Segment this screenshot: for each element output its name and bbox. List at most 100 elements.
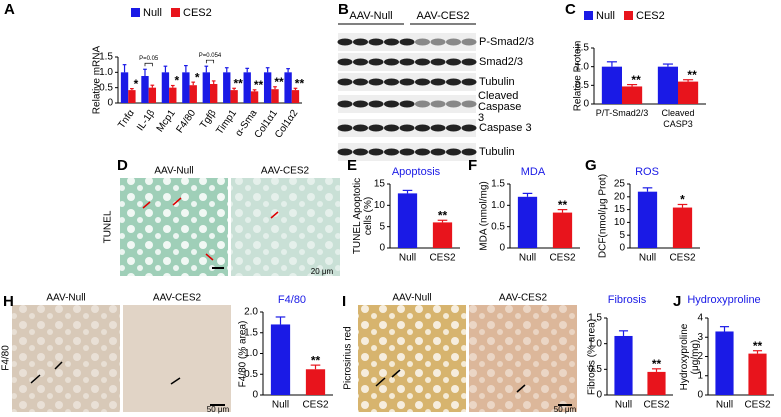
- bar: [284, 72, 292, 103]
- y-tick-label: 0: [619, 243, 625, 254]
- blot-band: [446, 124, 461, 132]
- blot-band: [384, 78, 399, 86]
- y-axis-label: F4/80 (% area): [237, 320, 249, 387]
- image-group-label: AAV-Null: [392, 293, 431, 304]
- x-tick-label: Mcp1: [155, 108, 178, 135]
- y-tick-label: 0: [107, 98, 113, 109]
- stain-label: Picrosirius red: [343, 326, 354, 389]
- blot-band: [446, 148, 461, 156]
- y-tick-label: 2.0: [244, 307, 258, 318]
- blot-label: P-Smad2/3: [479, 36, 534, 48]
- y-tick-label: 0.5: [575, 80, 589, 91]
- panel-letter: G: [585, 157, 597, 174]
- blot-band: [353, 78, 368, 86]
- x-tick-label: Null: [716, 400, 733, 411]
- y-tick-label: 0: [379, 243, 385, 254]
- blot-group: AAV-Null: [349, 10, 392, 22]
- y-tick-label: 1.0: [588, 338, 602, 349]
- blot-band: [415, 38, 430, 46]
- significance: *: [680, 193, 685, 207]
- annotation-bracket: [144, 62, 153, 67]
- y-tick-label: 25: [614, 179, 626, 190]
- image-group-label: AAV-Null: [154, 166, 193, 177]
- blot-band: [415, 58, 430, 66]
- blot-band: [353, 100, 368, 108]
- panel-letter: F: [468, 157, 477, 174]
- bar: [291, 90, 300, 103]
- blot-label: Tubulin: [479, 76, 515, 88]
- blot-band: [384, 124, 399, 132]
- bar: [250, 91, 259, 103]
- y-tick-label: 0.5: [244, 369, 258, 380]
- chart-title: ROS: [635, 166, 659, 178]
- bar: [647, 371, 666, 395]
- blot-band: [461, 124, 477, 132]
- y-axis-label: Fibrosis (% area): [586, 318, 598, 395]
- western-blot: AAV-Null AAV-CES2: [337, 10, 477, 161]
- blot-band: [461, 78, 477, 86]
- y-tick-label: 1: [697, 370, 703, 381]
- bar: [637, 191, 658, 248]
- blot-band: [399, 58, 415, 66]
- y-tick-label: 0.5: [491, 221, 505, 232]
- y-tick-label: 10: [374, 200, 386, 211]
- x-tick-label: Null: [639, 253, 656, 264]
- blot-band: [353, 148, 368, 156]
- y-tick-label: 4: [697, 313, 703, 324]
- significance: *: [195, 70, 200, 84]
- y-tick-label: 5: [379, 221, 385, 232]
- bar: [672, 207, 693, 248]
- bar: [397, 193, 418, 248]
- blot-band: [461, 148, 477, 156]
- y-tick-label: 0.5: [588, 364, 602, 375]
- bar: [622, 86, 643, 104]
- image-group-label: AAV-Null: [46, 293, 85, 304]
- legend-swatch: [171, 8, 180, 17]
- bar: [271, 89, 279, 103]
- legend-label: Null: [596, 10, 615, 22]
- x-tick-label: CES2: [549, 253, 576, 264]
- chart-title: Apoptosis: [392, 166, 441, 178]
- legend-swatch: [584, 11, 593, 20]
- blot-band: [415, 78, 430, 86]
- bar: [678, 81, 699, 104]
- blot-band: [384, 58, 399, 66]
- panel-letter: E: [347, 157, 357, 174]
- significance: **: [753, 339, 763, 353]
- bar: [210, 83, 218, 103]
- stain-label: F4/80: [1, 345, 12, 371]
- scale-bar-label: 50 μm: [554, 405, 577, 414]
- blot-band: [337, 58, 353, 66]
- y-tick-label: 0: [596, 390, 602, 401]
- blot-band: [368, 100, 384, 108]
- chart-title: Hydroxyproline: [687, 294, 760, 306]
- bar: [202, 72, 210, 103]
- bar: [182, 72, 190, 103]
- blot-band: [399, 100, 415, 108]
- blot-band: [446, 58, 461, 66]
- x-tick-label: Cleaved CASP3: [661, 108, 695, 129]
- significance: *: [174, 74, 179, 88]
- blot-band: [446, 78, 461, 86]
- annotation-bracket: [205, 59, 215, 64]
- blot-label: Caspase 3: [479, 122, 532, 134]
- y-tick-label: 1.5: [244, 327, 258, 338]
- x-tick-label: CES2: [429, 253, 456, 264]
- y-tick-label: 1.5: [575, 43, 589, 54]
- x-tick-label: IL-1β: [135, 108, 157, 133]
- bar: [189, 85, 197, 103]
- y-tick-label: 3: [697, 332, 703, 343]
- legend-label: CES2: [183, 7, 212, 19]
- significance: **: [274, 75, 284, 89]
- significance: **: [254, 78, 264, 92]
- significance: **: [233, 76, 243, 90]
- y-tick-label: 0: [583, 99, 589, 110]
- blot-group: AAV-CES2: [417, 10, 470, 22]
- y-axis-label: TUNEL Apoptotic cells (%): [352, 177, 374, 255]
- y-axis-label: Relative Protein: [572, 40, 584, 112]
- bar: [169, 87, 177, 103]
- micrograph-tunel: [120, 178, 340, 276]
- blot-band: [337, 78, 353, 86]
- blot-band: [446, 38, 461, 46]
- blot-band: [399, 148, 415, 156]
